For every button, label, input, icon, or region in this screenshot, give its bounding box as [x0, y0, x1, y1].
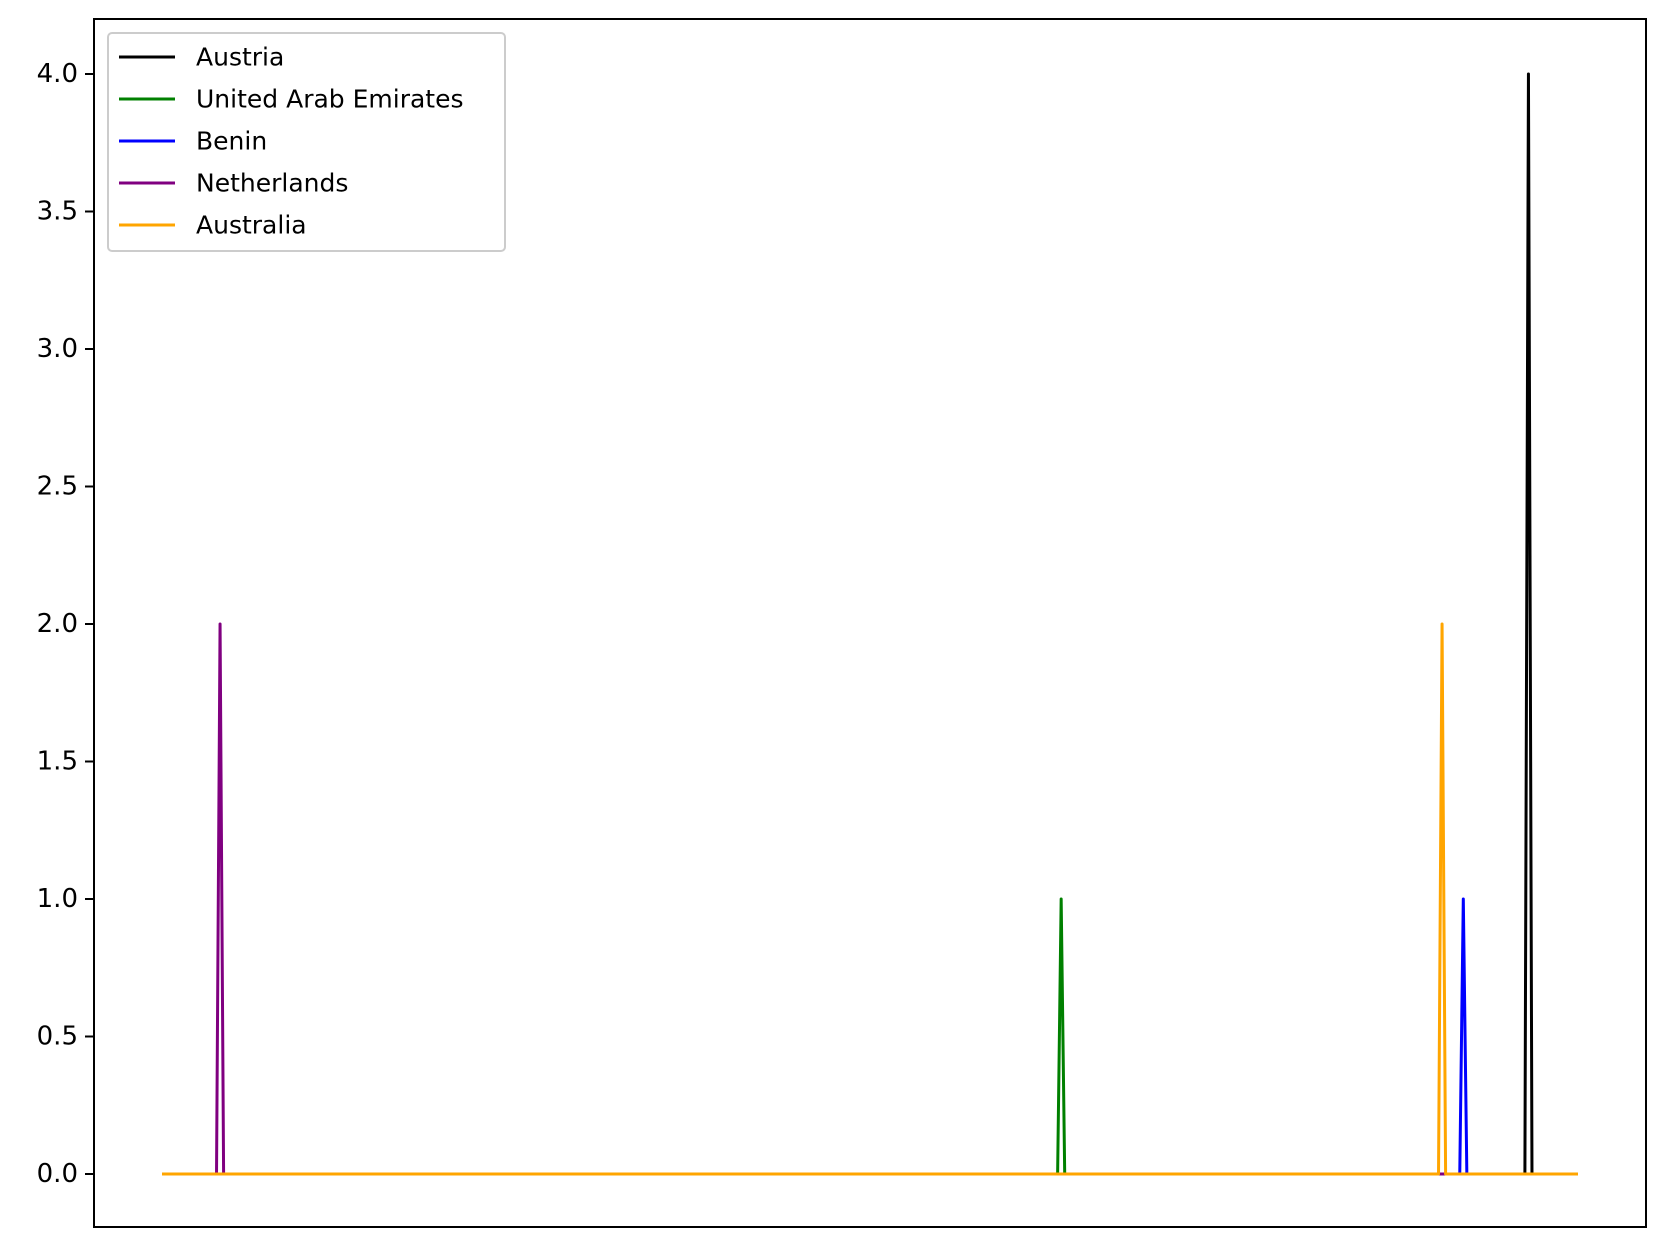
y-tick-label: 0.5 — [37, 1022, 78, 1052]
legend-box — [107, 32, 506, 252]
series-layer — [162, 72, 1578, 1176]
legend-label: Benin — [196, 127, 267, 156]
y-tick-label: 3.0 — [37, 334, 78, 364]
y-tick-label: 2.0 — [37, 609, 78, 639]
y-tick-label: 2.5 — [37, 472, 78, 502]
legend-label: Australia — [196, 211, 307, 240]
y-tick-label: 3.5 — [37, 197, 78, 227]
y-tick-label: 4.0 — [37, 59, 78, 89]
series-line-australia — [162, 622, 1578, 1176]
legend-label: Austria — [196, 43, 284, 72]
y-tick-label: 1.5 — [37, 747, 78, 777]
y-tick-label: 0.0 — [37, 1159, 78, 1189]
legend-label: Netherlands — [196, 169, 348, 198]
y-axis: 0.0 0.5 1.0 1.5 2.0 2.5 3.0 3.5 4.0 — [37, 59, 94, 1189]
legend-label: United Arab Emirates — [196, 85, 464, 114]
y-tick-label: 1.0 — [37, 884, 78, 914]
legend: Austria United Arab Emirates Benin Netherla… — [107, 32, 506, 252]
